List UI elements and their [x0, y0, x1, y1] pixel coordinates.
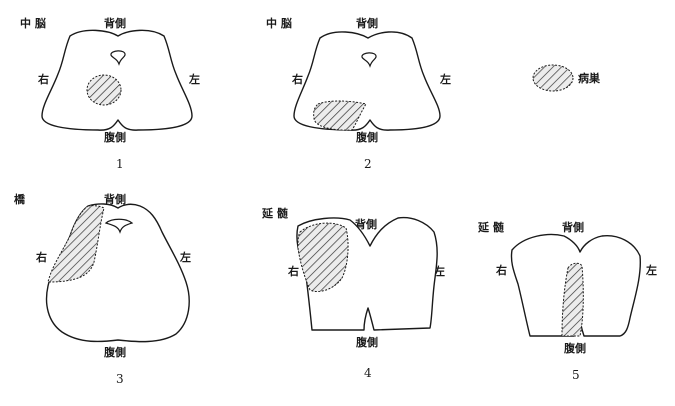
- panel-2-right-label: 右: [291, 72, 303, 86]
- panel-3-right-label: 右: [35, 250, 47, 264]
- panel-3: 橋 背側 右 左 腹側 3: [14, 192, 191, 386]
- panel-4-number: 4: [364, 366, 372, 380]
- panel-3-ventral-label: 腹側: [104, 345, 126, 359]
- panel-5-region-label: 延 髄: [477, 220, 505, 234]
- legend: 病巣: [532, 64, 601, 92]
- legend-lesion-swatch: [532, 64, 574, 92]
- panel-4: 延 髄 背側 右 左 腹側 4: [261, 206, 445, 380]
- panel-5: 延 髄 背側 右 左 腹側 5: [477, 220, 657, 382]
- panel-3-region-label: 橋: [14, 192, 26, 206]
- panel-2-region-label: 中 脳: [266, 16, 292, 30]
- panel-4-right-label: 右: [287, 264, 299, 278]
- panel-5-right-label: 右: [495, 263, 507, 277]
- panel-3-number: 3: [116, 372, 124, 386]
- panel-1-right-label: 右: [37, 72, 49, 86]
- panel-2-aqueduct: [361, 52, 377, 68]
- panel-1-dorsal-label: 背側: [104, 16, 126, 30]
- panel-3-left-label: 左: [179, 250, 191, 264]
- panel-1-ventral-label: 腹側: [104, 130, 126, 144]
- panel-2: 中 脳 背側 右 左 腹側 2: [266, 16, 451, 171]
- panel-2-dorsal-label: 背側: [356, 16, 378, 30]
- panel-3-dorsal-label: 背側: [104, 192, 126, 206]
- panel-2-left-label: 左: [439, 72, 451, 86]
- panel-1-number: 1: [116, 157, 124, 171]
- panel-4-region-label: 延 髄: [261, 206, 289, 220]
- panel-1-region-label: 中 脳: [20, 16, 46, 30]
- panel-3-fourth-ventricle: [104, 218, 134, 234]
- panel-2-ventral-label: 腹側: [356, 130, 378, 144]
- legend-label: 病巣: [578, 71, 601, 85]
- panel-1-left-label: 左: [188, 72, 200, 86]
- panel-2-number: 2: [364, 157, 372, 171]
- panel-4-dorsal-label: 背側: [355, 217, 377, 231]
- panel-1-lesion: [86, 74, 122, 106]
- panel-5-left-label: 左: [645, 263, 657, 277]
- panel-1: 中 脳 背側 右 左 腹側 1: [20, 16, 200, 171]
- panel-5-ventral-label: 腹側: [564, 341, 586, 355]
- panel-5-dorsal-label: 背側: [562, 220, 584, 234]
- panel-2-lesion: [313, 100, 367, 131]
- panel-4-ventral-label: 腹側: [356, 335, 378, 349]
- panel-5-number: 5: [572, 368, 580, 382]
- panel-3-lesion: [47, 205, 105, 283]
- panel-5-lesion: [561, 262, 584, 337]
- panel-4-lesion: [297, 222, 349, 292]
- panel-1-aqueduct: [110, 50, 126, 66]
